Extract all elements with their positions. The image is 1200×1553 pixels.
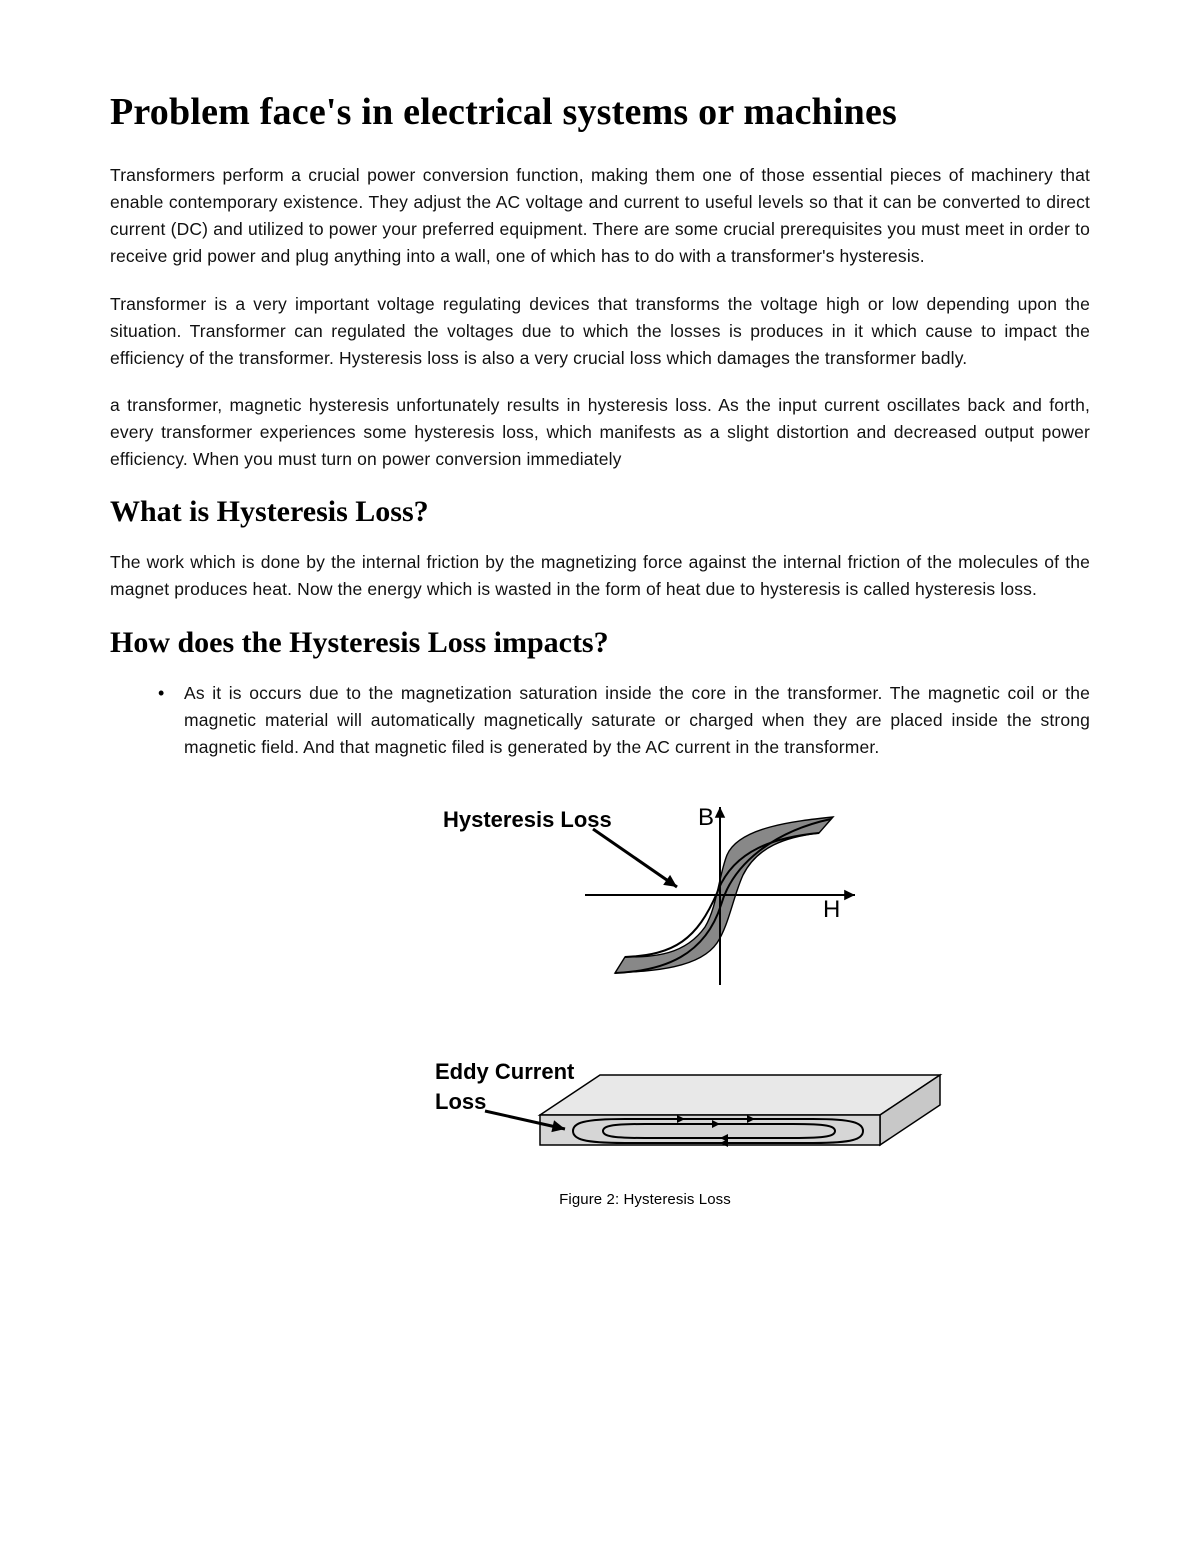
svg-text:B: B: [698, 804, 714, 831]
hysteresis-diagram: B H Hysteresis Loss Eddy Current Loss: [325, 785, 965, 1185]
hysteresis-definition: The work which is done by the internal f…: [110, 549, 1090, 603]
svg-text:Eddy Current: Eddy Current: [435, 1059, 575, 1084]
figure-caption: Figure 2: Hysteresis Loss: [559, 1191, 731, 1208]
svg-text:Hysteresis Loss: Hysteresis Loss: [443, 807, 612, 832]
list-item: As it is occurs due to the magnetization…: [162, 680, 1090, 761]
figure-hysteresis-loss: B H Hysteresis Loss Eddy Current Loss Figure…: [110, 785, 1090, 1208]
section-heading-impacts: How does the Hysteresis Loss impacts?: [110, 626, 1090, 660]
intro-paragraph-3: a transformer, magnetic hysteresis unfor…: [110, 392, 1090, 473]
page-title: Problem face's in electrical systems or …: [110, 90, 1090, 134]
section-heading-hysteresis: What is Hysteresis Loss?: [110, 495, 1090, 529]
svg-text:H: H: [823, 896, 840, 923]
impacts-list: As it is occurs due to the magnetization…: [110, 680, 1090, 761]
svg-text:Loss: Loss: [435, 1089, 486, 1114]
intro-paragraph-1: Transformers perform a crucial power con…: [110, 162, 1090, 271]
intro-paragraph-2: Transformer is a very important voltage …: [110, 291, 1090, 372]
